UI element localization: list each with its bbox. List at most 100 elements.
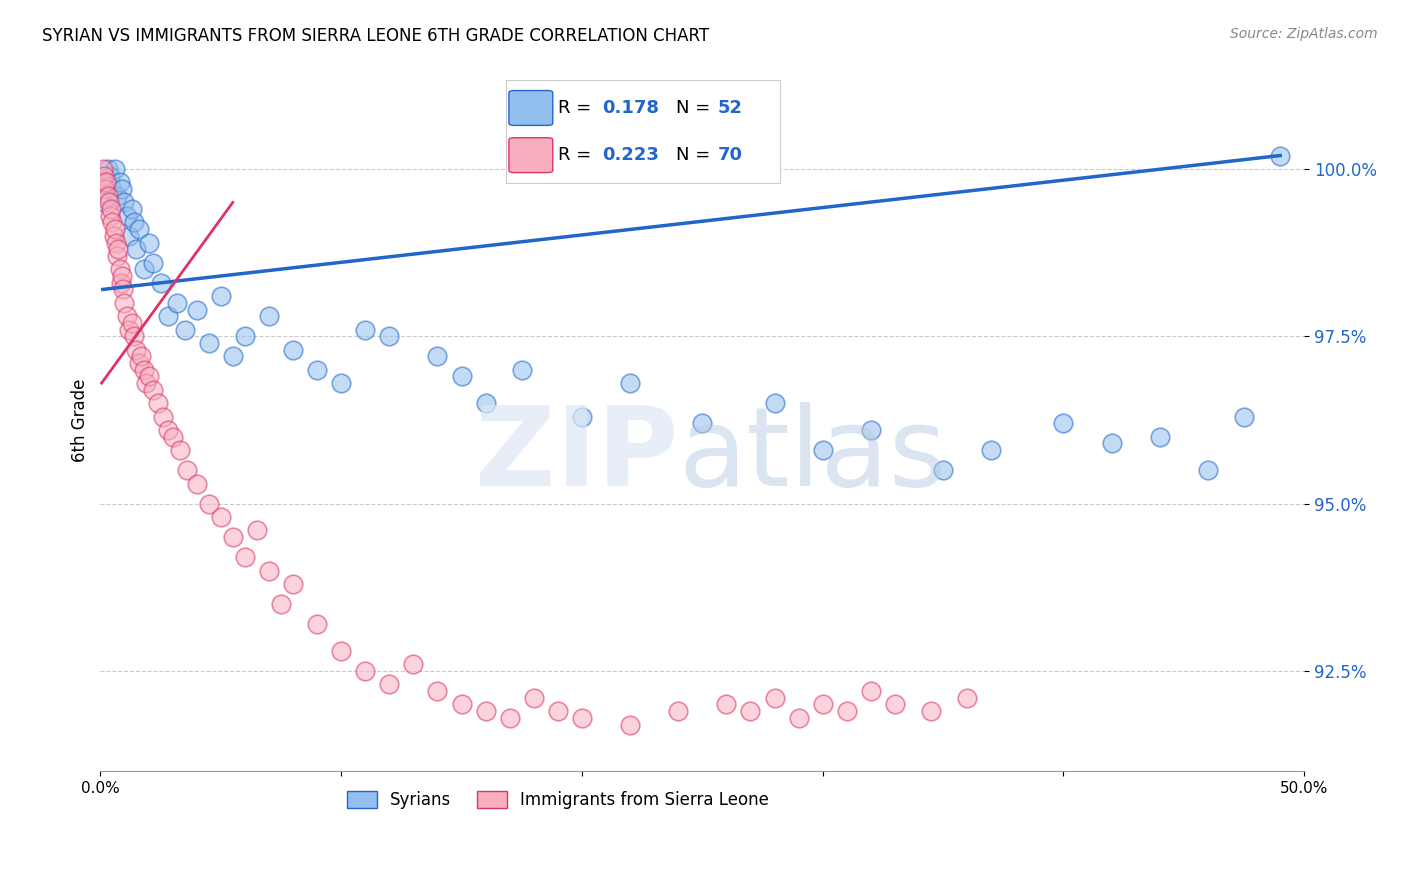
Text: N =: N =	[676, 146, 716, 164]
Point	[222, 530, 245, 544]
Text: ZIP: ZIP	[475, 401, 678, 508]
Legend: Syrians, Immigrants from Sierra Leone: Syrians, Immigrants from Sierra Leone	[340, 784, 775, 816]
Point	[105, 188, 128, 202]
Point	[91, 195, 114, 210]
Point	[257, 309, 280, 323]
Point	[132, 262, 155, 277]
Point	[716, 698, 738, 712]
Point	[97, 188, 120, 202]
Point	[142, 255, 165, 269]
Point	[112, 195, 135, 210]
Point	[426, 350, 449, 364]
Point	[112, 295, 135, 310]
Point	[835, 704, 858, 718]
Point	[450, 369, 472, 384]
Text: R =: R =	[558, 146, 598, 164]
Point	[138, 369, 160, 384]
Point	[101, 215, 124, 229]
Text: N =: N =	[676, 99, 716, 117]
Point	[920, 704, 942, 718]
Text: atlas: atlas	[678, 401, 946, 508]
Point	[246, 524, 269, 538]
Y-axis label: 6th Grade: 6th Grade	[72, 378, 89, 462]
Point	[233, 550, 256, 565]
Point	[222, 350, 245, 364]
Point	[101, 182, 124, 196]
Point	[763, 690, 786, 705]
Point	[740, 704, 762, 718]
Point	[197, 497, 219, 511]
Point	[111, 268, 134, 283]
Point	[118, 228, 141, 243]
Point	[152, 409, 174, 424]
Point	[156, 309, 179, 323]
Text: R =: R =	[558, 99, 598, 117]
Point	[162, 430, 184, 444]
Point	[330, 376, 353, 391]
Point	[378, 329, 401, 343]
Point	[156, 423, 179, 437]
Point	[115, 309, 138, 323]
Point	[110, 276, 132, 290]
Point	[257, 564, 280, 578]
Text: Source: ZipAtlas.com: Source: ZipAtlas.com	[1230, 27, 1378, 41]
Point	[811, 443, 834, 458]
Point	[128, 222, 150, 236]
Point	[111, 182, 134, 196]
Point	[100, 202, 122, 216]
Text: 70: 70	[717, 146, 742, 164]
Point	[142, 383, 165, 397]
Point	[97, 161, 120, 176]
Point	[146, 396, 169, 410]
Point	[1052, 417, 1074, 431]
Point	[270, 597, 292, 611]
Point	[125, 242, 148, 256]
Point	[108, 262, 131, 277]
Text: SYRIAN VS IMMIGRANTS FROM SIERRA LEONE 6TH GRADE CORRELATION CHART: SYRIAN VS IMMIGRANTS FROM SIERRA LEONE 6…	[42, 27, 709, 45]
Point	[474, 396, 496, 410]
Point	[90, 175, 112, 189]
Point	[112, 282, 135, 296]
Point	[859, 423, 882, 437]
Point	[498, 711, 520, 725]
Point	[104, 161, 127, 176]
Point	[450, 698, 472, 712]
Point	[209, 510, 232, 524]
Point	[1149, 430, 1171, 444]
Point	[281, 343, 304, 357]
Point	[149, 276, 172, 290]
Point	[122, 329, 145, 343]
Point	[1101, 436, 1123, 450]
Point	[138, 235, 160, 250]
Point	[883, 698, 905, 712]
Point	[105, 235, 128, 250]
Point	[94, 175, 117, 189]
Point	[690, 417, 713, 431]
Point	[115, 209, 138, 223]
Point	[96, 175, 118, 189]
Point	[1233, 409, 1256, 424]
Point	[129, 350, 152, 364]
Point	[474, 704, 496, 718]
Point	[330, 644, 353, 658]
Point	[93, 169, 115, 183]
Point	[121, 202, 143, 216]
Point	[122, 215, 145, 229]
Point	[107, 242, 129, 256]
Point	[571, 409, 593, 424]
Point	[510, 363, 533, 377]
Point	[811, 698, 834, 712]
Point	[108, 175, 131, 189]
Point	[103, 228, 125, 243]
Point	[523, 690, 546, 705]
Point	[859, 684, 882, 698]
Point	[97, 195, 120, 210]
Point	[128, 356, 150, 370]
Point	[305, 617, 328, 632]
FancyBboxPatch shape	[509, 137, 553, 173]
Point	[354, 664, 377, 678]
Text: 52: 52	[717, 99, 742, 117]
Point	[402, 657, 425, 672]
Point	[571, 711, 593, 725]
Point	[426, 684, 449, 698]
